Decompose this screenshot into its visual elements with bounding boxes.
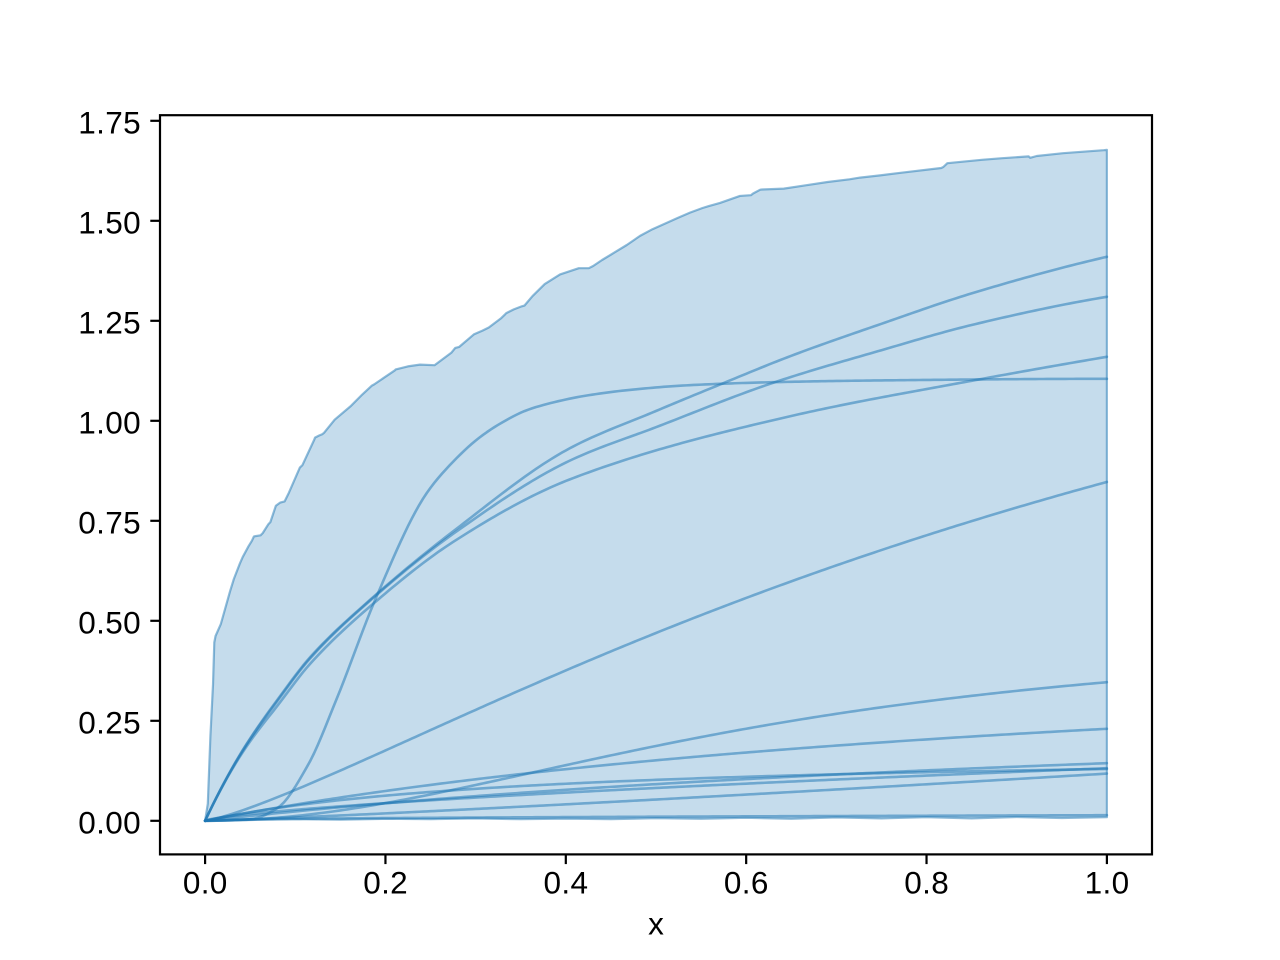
svg-text:0.00: 0.00: [78, 805, 140, 841]
svg-text:x: x: [648, 906, 664, 942]
svg-text:1.00: 1.00: [78, 405, 140, 441]
svg-text:0.0: 0.0: [183, 865, 228, 901]
svg-text:0.8: 0.8: [904, 865, 949, 901]
svg-text:0.4: 0.4: [544, 865, 589, 901]
svg-text:0.75: 0.75: [78, 505, 140, 541]
svg-text:0.2: 0.2: [363, 865, 408, 901]
svg-text:1.75: 1.75: [78, 105, 140, 141]
svg-text:0.50: 0.50: [78, 605, 140, 641]
svg-text:1.25: 1.25: [78, 305, 140, 341]
svg-text:1.0: 1.0: [1085, 865, 1130, 901]
svg-text:1.50: 1.50: [78, 205, 140, 241]
svg-text:0.6: 0.6: [724, 865, 769, 901]
svg-text:0.25: 0.25: [78, 705, 140, 741]
